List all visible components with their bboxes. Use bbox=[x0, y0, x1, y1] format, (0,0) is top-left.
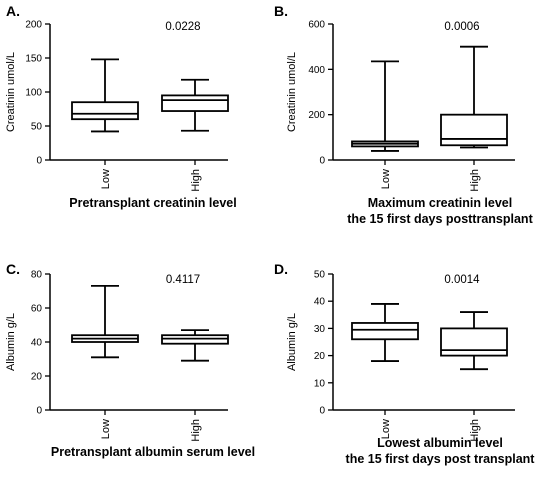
x-axis-title: the 15 first days posttransplant bbox=[347, 212, 533, 226]
y-tick-label: 40 bbox=[314, 297, 326, 308]
panel-a: A. 0.0228 Creatinin umol/L 0 50 100 150 200 Low H… bbox=[5, 3, 237, 210]
x-tick-label: Low bbox=[100, 169, 112, 189]
x-tick-label: High bbox=[190, 419, 202, 442]
box-high bbox=[161, 78, 229, 132]
panel-d: D. 0.0014 Albumin g/L 0 10 20 30 40 50 Low HighLow… bbox=[274, 261, 535, 466]
box-high bbox=[440, 311, 508, 371]
panel-letter: D. bbox=[274, 261, 288, 277]
x-tick-label: Low bbox=[380, 169, 392, 189]
box-high bbox=[440, 45, 508, 149]
y-tick-label: 0 bbox=[36, 406, 42, 417]
y-tick-label: 60 bbox=[31, 304, 43, 315]
x-tick-label: High bbox=[469, 169, 481, 192]
panel-letter: C. bbox=[6, 261, 20, 277]
y-tick-label: 0 bbox=[319, 156, 325, 167]
y-tick-label: 20 bbox=[314, 351, 326, 362]
iqr-box bbox=[440, 327, 508, 357]
y-axis-label: Albumin g/L bbox=[5, 313, 17, 371]
iqr-box bbox=[440, 113, 508, 147]
box-low bbox=[351, 60, 419, 152]
x-tick-label: High bbox=[469, 419, 481, 442]
box-low bbox=[351, 303, 419, 362]
y-tick-label: 40 bbox=[31, 338, 43, 349]
y-tick-label: 50 bbox=[31, 122, 43, 133]
y-axis-label: Creatinin umol/L bbox=[286, 52, 298, 132]
y-tick-label: 20 bbox=[31, 372, 43, 383]
x-axis-title: Pretransplant creatinin level bbox=[69, 196, 236, 210]
x-tick-label: Low bbox=[100, 419, 112, 439]
y-tick-label: 200 bbox=[308, 110, 325, 121]
x-axis-title: Maximum creatinin level bbox=[368, 196, 513, 210]
y-axis-label: Creatinin umol/L bbox=[5, 52, 17, 132]
y-tick-label: 200 bbox=[25, 20, 42, 31]
p-value: 0.4117 bbox=[166, 274, 200, 286]
panel-b: B. 0.0006 Creatinin umol/L 0 200 400 600 Low Hig… bbox=[274, 3, 534, 226]
panel-c: C. 0.4117 Albumin g/L 0 20 40 60 80 Low High Pretr… bbox=[5, 261, 255, 459]
y-tick-label: 30 bbox=[314, 324, 326, 335]
y-tick-label: 0 bbox=[319, 406, 325, 417]
y-tick-label: 0 bbox=[36, 156, 42, 167]
p-value: 0.0228 bbox=[165, 21, 200, 33]
iqr-box bbox=[351, 322, 419, 341]
x-tick-label: High bbox=[190, 169, 202, 192]
panel-letter: A. bbox=[6, 3, 20, 19]
x-tick-label: Low bbox=[380, 419, 392, 439]
x-axis-title: the 15 first days post transplant bbox=[346, 452, 536, 466]
y-axis-label: Albumin g/L bbox=[286, 313, 298, 371]
y-tick-label: 400 bbox=[308, 65, 325, 76]
y-tick-label: 50 bbox=[314, 270, 326, 281]
panel-letter: B. bbox=[274, 3, 288, 19]
x-axis-title: Pretransplant albumin serum level bbox=[51, 445, 255, 459]
y-tick-label: 80 bbox=[31, 270, 43, 281]
p-value: 0.0014 bbox=[444, 274, 480, 286]
y-tick-label: 10 bbox=[314, 378, 326, 389]
box-low bbox=[71, 284, 139, 359]
y-tick-label: 600 bbox=[308, 20, 325, 31]
iqr-box bbox=[71, 101, 139, 121]
p-value: 0.0006 bbox=[444, 21, 479, 33]
box-low bbox=[71, 58, 139, 133]
iqr-box bbox=[161, 94, 229, 112]
x-axis-title: Lowest albumin level bbox=[377, 436, 503, 450]
y-tick-label: 100 bbox=[25, 88, 42, 99]
y-tick-label: 150 bbox=[25, 54, 42, 65]
box-high bbox=[161, 329, 229, 362]
